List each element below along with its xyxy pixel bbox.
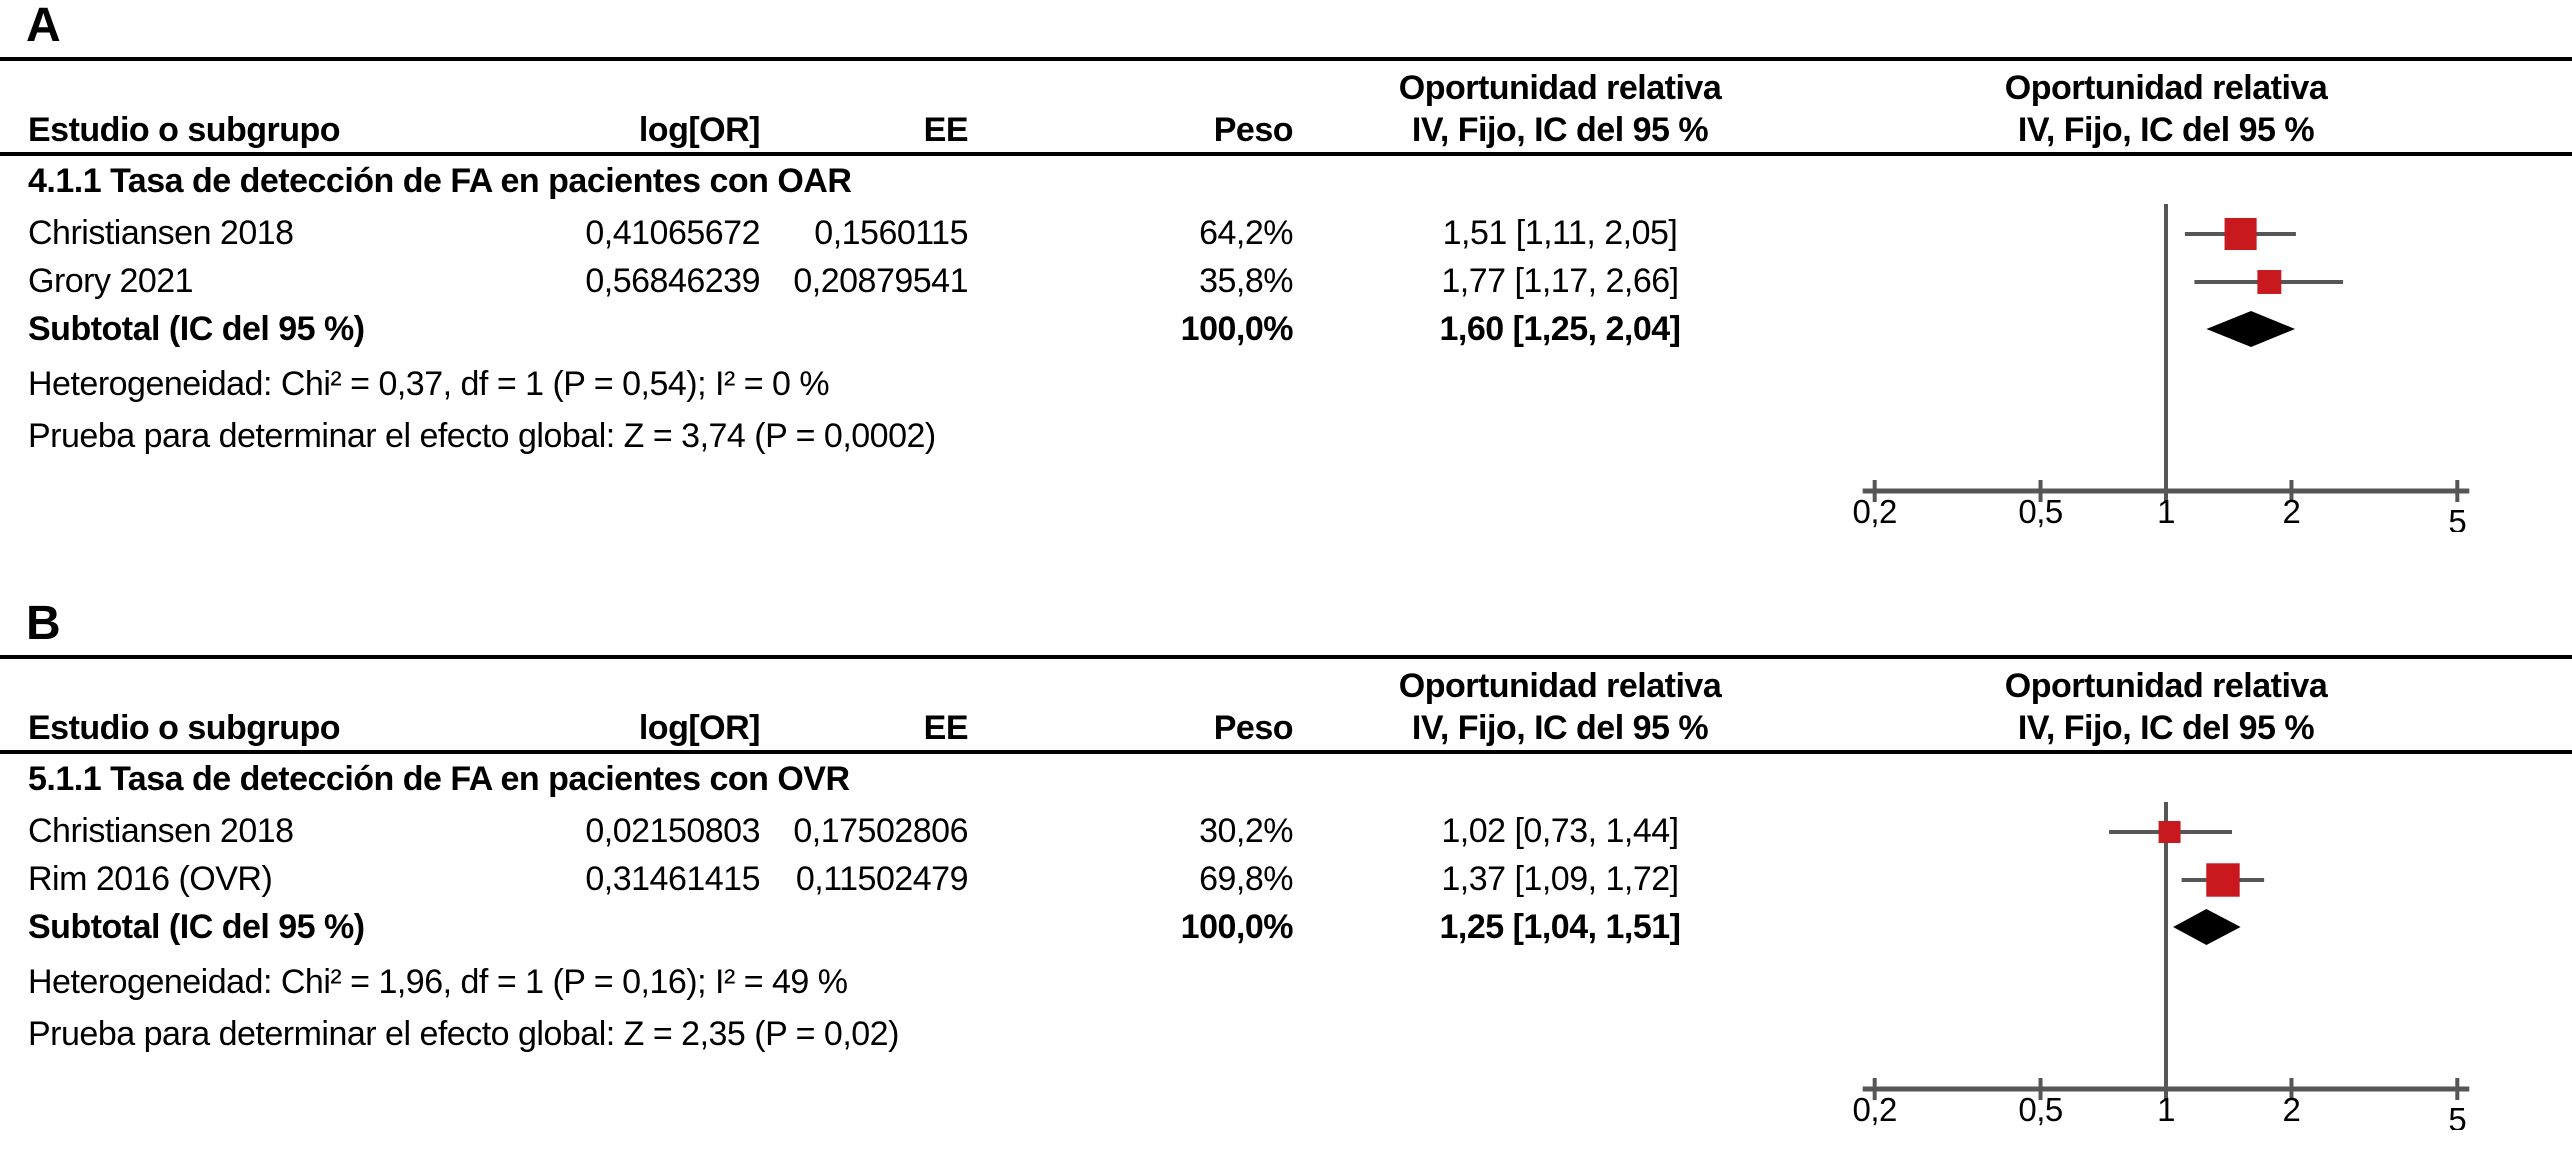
ci-value: 1,77 [1,17, 2,66] — [1441, 262, 1679, 300]
subgroup-title: 5.1.1 Tasa de detección de FA en pacient… — [28, 760, 850, 798]
top-rule — [0, 57, 2572, 61]
panel-label: A — [26, 0, 61, 52]
axis-tick-label: 1 — [2157, 493, 2175, 530]
column-header-weight: Peso — [1213, 709, 1294, 747]
column-header-logor: log[OR] — [638, 709, 761, 747]
axis-tick-label: 2 — [2283, 1091, 2301, 1128]
overall-effect-test-text: Prueba para determinar el efecto global:… — [28, 417, 936, 455]
column-header-study: Estudio o subgrupo — [28, 709, 341, 747]
pooled-diamond — [2173, 909, 2241, 945]
effect-square — [2158, 821, 2181, 843]
top-rule — [0, 655, 2572, 659]
weight-value: 69,8% — [1199, 860, 1293, 898]
axis-tick-label: 1 — [2157, 1091, 2175, 1128]
column-header-logor: log[OR] — [638, 111, 761, 149]
ci-value: 1,51 [1,11, 2,05] — [1442, 214, 1678, 252]
study-name: Christiansen 2018 — [28, 214, 294, 252]
column-header-se: EE — [923, 111, 969, 149]
subtotal-ci: 1,60 [1,25, 2,04] — [1439, 310, 1681, 348]
effect-group-header-text: Oportunidad relativa — [1398, 667, 1722, 705]
se-value: 0,17502806 — [793, 812, 968, 850]
panel-a: A Oportunidad relativa Oportunidad relat… — [0, 0, 2572, 560]
effect-square — [2224, 217, 2257, 251]
column-header-weight: Peso — [1213, 111, 1294, 149]
forest-plot-B: 0,2 0,5 1 2 5 — [1853, 802, 2470, 1130]
column-header-ci: IV, Fijo, IC del 95 % — [1411, 709, 1709, 747]
ci-value: 1,02 [0,73, 1,44] — [1441, 812, 1679, 850]
panel-b: B Oportunidad relativa Oportunidad relat… — [0, 598, 2572, 1158]
heterogeneity-text: Heterogeneidad: Chi² = 1,96, df = 1 (P =… — [28, 963, 848, 1001]
se-value: 0,11502479 — [795, 860, 969, 898]
subtotal-ci: 1,25 [1,04, 1,51] — [1439, 908, 1681, 946]
effect-square — [2257, 270, 2282, 294]
se-value: 0,20879541 — [793, 262, 968, 300]
axis-tick-label: 5 — [2448, 1101, 2466, 1130]
axis-tick-label: 2 — [2283, 493, 2301, 530]
pooled-diamond — [2206, 311, 2296, 347]
axis-tick-label: 0,2 — [1853, 1091, 1897, 1128]
effect-square — [2206, 863, 2240, 897]
ci-value: 1,37 [1,09, 1,72] — [1441, 860, 1679, 898]
effect-group-header-text: Oportunidad relativa — [1398, 69, 1722, 107]
panel-label: B — [26, 597, 61, 650]
column-header-ci: IV, Fijo, IC del 95 % — [1411, 111, 1709, 149]
subtotal-weight: 100,0% — [1180, 908, 1294, 946]
logor-value: 0,31461415 — [585, 860, 760, 898]
axis-tick-label: 5 — [2448, 503, 2466, 532]
study-name: Grory 2021 — [28, 262, 194, 300]
subtotal-weight: 100,0% — [1180, 310, 1294, 348]
subtotal-label: Subtotal (IC del 95 %) — [28, 310, 365, 348]
logor-value: 0,02150803 — [585, 812, 760, 850]
column-header-study: Estudio o subgrupo — [28, 111, 341, 149]
study-name: Christiansen 2018 — [28, 812, 294, 850]
axis-tick-label: 0,2 — [1853, 493, 1897, 530]
forest-plot-A: 0,2 0,5 1 2 5 — [1853, 204, 2470, 532]
effect-group-header-plot: Oportunidad relativa — [2004, 667, 2328, 705]
forest-plot-figure: { "figure": { "colors": { "square_red": … — [0, 0, 2572, 1130]
weight-value: 30,2% — [1199, 812, 1293, 850]
study-name: Rim 2016 (OVR) — [28, 860, 273, 898]
axis-tick-label: 0,5 — [2018, 1091, 2062, 1128]
logor-value: 0,56846239 — [585, 262, 760, 300]
subgroup-title: 4.1.1 Tasa de detección de FA en pacient… — [28, 162, 852, 200]
effect-group-header-plot: Oportunidad relativa — [2004, 69, 2328, 107]
header-rule — [0, 152, 2572, 156]
se-value: 0,1560115 — [814, 214, 968, 252]
weight-value: 35,8% — [1199, 262, 1293, 300]
logor-value: 0,41065672 — [585, 214, 760, 252]
column-header-se: EE — [923, 709, 969, 747]
heterogeneity-text: Heterogeneidad: Chi² = 0,37, df = 1 (P =… — [28, 365, 830, 403]
column-header-ci-plot: IV, Fijo, IC del 95 % — [2017, 709, 2315, 747]
weight-value: 64,2% — [1199, 214, 1293, 252]
column-header-ci-plot: IV, Fijo, IC del 95 % — [2017, 111, 2315, 149]
header-rule — [0, 750, 2572, 754]
axis-tick-label: 0,5 — [2018, 493, 2062, 530]
subtotal-label: Subtotal (IC del 95 %) — [28, 908, 365, 946]
overall-effect-test-text: Prueba para determinar el efecto global:… — [28, 1015, 899, 1053]
